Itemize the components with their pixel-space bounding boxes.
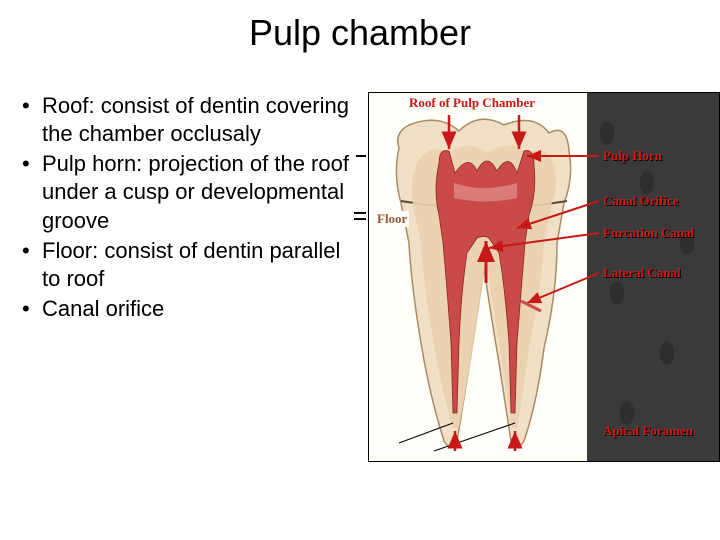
bullet-list: • Roof: consist of dentin covering the c… [22, 92, 362, 462]
label-floor: Floor [375, 211, 409, 227]
list-item: • Floor: consist of dentin parallel to r… [22, 237, 362, 293]
bullet-text: Pulp horn: projection of the roof under … [42, 150, 362, 234]
list-item: • Canal orifice [22, 295, 362, 323]
bullet-icon: • [22, 92, 42, 148]
label-canal-orifice: Canal Orifice [603, 193, 678, 209]
bullet-text: Roof: consist of dentin covering the cha… [42, 92, 362, 148]
bullet-icon: • [22, 150, 42, 234]
list-item: • Roof: consist of dentin covering the c… [22, 92, 362, 148]
tooth-diagram: Roof of Pulp Chamber Floor Pulp Horn Can… [368, 92, 720, 462]
content-row: • Roof: consist of dentin covering the c… [0, 92, 720, 462]
tick-mark [356, 155, 366, 157]
diagram-column: Roof of Pulp Chamber Floor Pulp Horn Can… [368, 92, 720, 462]
label-apical-foramen: Apical Foramen [603, 423, 693, 439]
page-title: Pulp chamber [0, 0, 720, 54]
bullet-text: Canal orifice [42, 295, 362, 323]
bullet-text: Floor: consist of dentin parallel to roo… [42, 237, 362, 293]
label-pulp-horn: Pulp Horn [603, 148, 662, 164]
label-roof: Roof of Pulp Chamber [409, 95, 535, 111]
list-item: • Pulp horn: projection of the roof unde… [22, 150, 362, 234]
label-furcation-canal: Furcation Canal [603, 225, 694, 241]
bullet-icon: • [22, 295, 42, 323]
tick-mark-double [354, 212, 366, 220]
bullet-icon: • [22, 237, 42, 293]
label-lateral-canal: Lateral Canal [603, 265, 681, 281]
